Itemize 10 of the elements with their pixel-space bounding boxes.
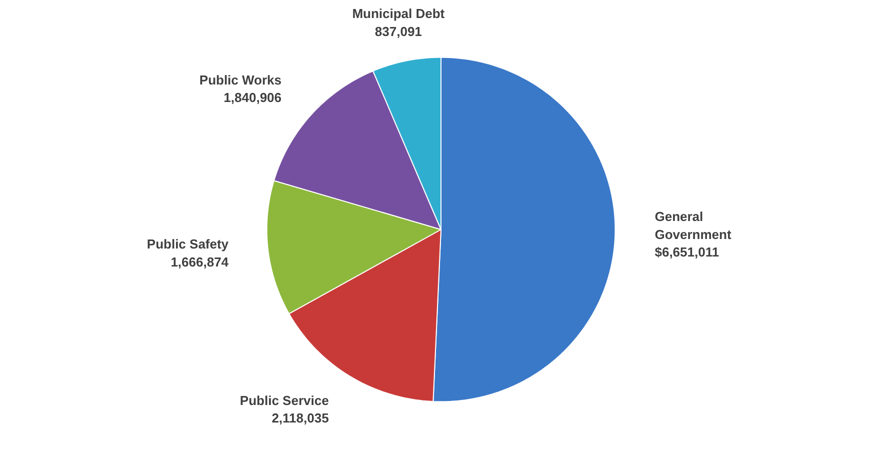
slice-label: Municipal Debt — [352, 6, 446, 22]
data-label: 837,091 — [374, 24, 422, 39]
slice-label: General Government — [654, 209, 732, 242]
data-label: 1,840,906 — [224, 90, 282, 106]
slice-label: Public Service — [240, 393, 329, 408]
slice-label: Public Works — [199, 72, 282, 88]
data-label: 1,666,874 — [170, 254, 230, 270]
data-label: 2,118,035 — [272, 410, 329, 426]
slice-label: Public Safety — [146, 236, 230, 252]
data-label: $6,651,011 — [654, 244, 720, 260]
